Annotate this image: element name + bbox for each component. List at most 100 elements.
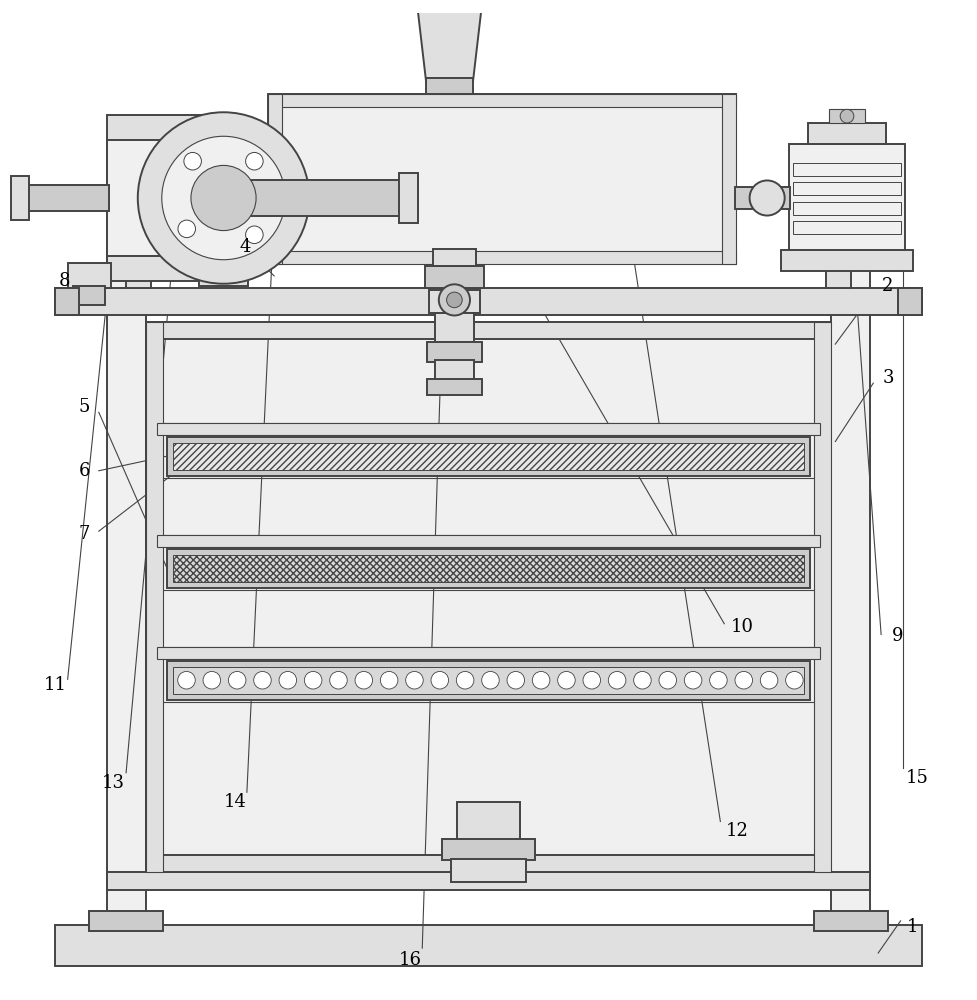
Bar [16,185,108,211]
Bar [146,855,831,872]
Bar [814,911,888,931]
Bar [826,237,851,288]
Bar [426,78,473,94]
Circle shape [254,671,272,689]
Text: 9: 9 [892,627,904,645]
Bar [106,872,871,890]
Text: 4: 4 [239,238,251,256]
Text: 8: 8 [59,272,70,290]
Bar [814,322,831,872]
Circle shape [634,671,652,689]
Text: 13: 13 [102,774,125,792]
Bar [146,322,831,872]
Bar [67,263,110,288]
Bar [269,94,736,264]
Bar [429,290,480,313]
Circle shape [482,671,499,689]
Bar [831,253,871,925]
Bar [722,94,736,264]
Bar [457,802,520,841]
Text: 5: 5 [78,398,90,416]
Circle shape [735,671,752,689]
Circle shape [609,671,626,689]
Circle shape [138,112,310,284]
Circle shape [279,671,297,689]
Bar [157,535,820,547]
Circle shape [456,671,474,689]
Text: 10: 10 [730,618,753,636]
Circle shape [305,671,321,689]
Bar [157,647,820,659]
Bar [224,180,418,216]
Bar [793,221,901,234]
Circle shape [439,284,470,315]
Bar [106,140,224,256]
Circle shape [760,671,778,689]
Circle shape [405,671,423,689]
Bar [167,661,810,700]
Bar [269,94,282,264]
Bar [781,250,913,271]
Text: 15: 15 [906,769,928,787]
Bar [173,555,804,582]
Bar [55,925,922,966]
Bar [829,109,865,123]
Text: 12: 12 [726,822,748,840]
Bar [126,237,151,288]
Circle shape [684,671,701,689]
Text: 11: 11 [43,676,66,694]
Bar [808,123,886,144]
Bar [793,163,901,176]
Bar [73,286,105,305]
Bar [269,251,736,264]
Circle shape [245,226,263,244]
Circle shape [446,292,462,308]
Bar [106,253,146,925]
Circle shape [178,671,195,689]
Bar [427,379,482,395]
Polygon shape [414,0,485,82]
Circle shape [203,671,221,689]
Circle shape [659,671,676,689]
Bar [427,342,482,362]
Bar [433,249,476,266]
Circle shape [840,109,854,123]
Bar [199,264,248,286]
Circle shape [583,671,601,689]
Bar [106,115,204,281]
Text: 6: 6 [78,462,90,480]
Bar [425,266,484,288]
Text: 1: 1 [907,918,918,936]
Bar [435,360,474,381]
Bar [442,839,535,860]
Text: 3: 3 [882,369,894,387]
Bar [898,288,922,315]
Bar [146,322,163,872]
Bar [167,549,810,588]
Bar [788,144,906,252]
Circle shape [184,152,201,170]
Circle shape [507,671,525,689]
Circle shape [786,671,803,689]
Bar [269,94,736,107]
Circle shape [178,220,195,238]
Circle shape [162,136,285,260]
Text: 2: 2 [882,277,894,295]
Text: 14: 14 [224,793,246,811]
Bar [793,182,901,195]
Bar [55,288,79,315]
Circle shape [380,671,398,689]
Bar [435,313,474,344]
Text: 16: 16 [399,951,422,969]
Circle shape [329,671,347,689]
Bar [157,423,820,435]
Circle shape [355,671,372,689]
Bar [173,667,804,694]
Circle shape [229,671,246,689]
Bar [793,202,901,215]
Bar [735,187,789,209]
Circle shape [558,671,575,689]
Circle shape [431,671,448,689]
Circle shape [749,180,785,216]
Bar [146,322,831,339]
